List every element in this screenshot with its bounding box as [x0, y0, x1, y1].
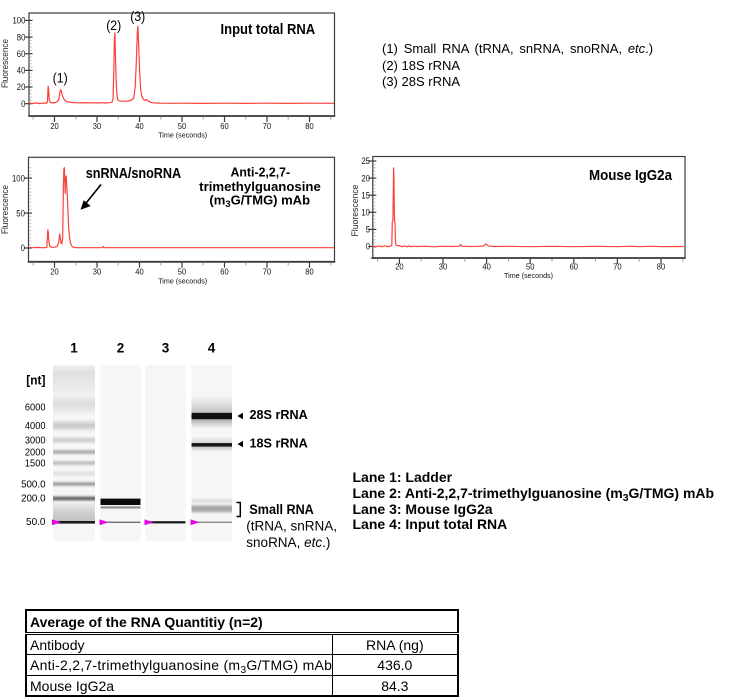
svg-text:28S rRNA: 28S rRNA [250, 407, 309, 422]
svg-text:80: 80 [657, 262, 666, 272]
svg-text:3000: 3000 [25, 435, 46, 447]
svg-text:40: 40 [135, 121, 144, 131]
svg-text:1: 1 [70, 340, 78, 355]
svg-text:[nt]: [nt] [26, 373, 45, 388]
svg-text:20: 20 [50, 121, 59, 131]
svg-text:2000: 2000 [25, 447, 46, 459]
svg-text:50: 50 [178, 121, 187, 131]
svg-text:5: 5 [366, 225, 370, 235]
svg-text:50: 50 [16, 208, 25, 218]
svg-text:snoRNA, etc.): snoRNA, etc.) [246, 535, 330, 550]
svg-text:0: 0 [366, 242, 370, 252]
svg-text:Time (seconds): Time (seconds) [158, 276, 207, 285]
svg-text:Time (seconds): Time (seconds) [158, 130, 207, 139]
svg-text:30: 30 [93, 267, 102, 277]
svg-text:Anti-2,2,7-: Anti-2,2,7- [231, 165, 291, 180]
svg-text:20: 20 [395, 262, 404, 272]
svg-text:80: 80 [17, 32, 26, 42]
svg-text:100: 100 [13, 16, 26, 26]
svg-text:70: 70 [263, 121, 272, 131]
svg-text:50: 50 [178, 267, 187, 277]
svg-text:18S rRNA: 18S rRNA [250, 436, 309, 451]
svg-text:70: 70 [613, 262, 622, 272]
svg-text:6000: 6000 [25, 402, 46, 414]
svg-text:(1): (1) [53, 70, 68, 85]
svg-text:2: 2 [117, 340, 125, 355]
svg-text:Time (seconds): Time (seconds) [504, 271, 553, 280]
svg-text:trimethylguanosine: trimethylguanosine [199, 179, 321, 194]
svg-text:500.0: 500.0 [21, 479, 46, 491]
svg-text:60: 60 [220, 267, 229, 277]
svg-text:10: 10 [361, 208, 370, 218]
svg-text:Fluorescence: Fluorescence [0, 39, 11, 88]
svg-text:40: 40 [482, 262, 491, 272]
svg-text:Fluorescence: Fluorescence [0, 185, 11, 234]
svg-text:60: 60 [220, 121, 229, 131]
svg-text:Small RNA: Small RNA [249, 502, 314, 517]
svg-text:80: 80 [305, 267, 314, 277]
svg-text:30: 30 [439, 262, 448, 272]
svg-text:20: 20 [17, 82, 26, 92]
svg-text:25: 25 [361, 156, 370, 166]
svg-text:(m3G/TMG) mAb: (m3G/TMG) mAb [209, 193, 310, 211]
svg-text:0: 0 [21, 99, 25, 109]
svg-text:40: 40 [135, 267, 144, 277]
svg-text:Input total RNA: Input total RNA [221, 21, 316, 38]
svg-text:(2): (2) [106, 18, 121, 33]
svg-text:50.0: 50.0 [26, 516, 46, 528]
svg-text:4: 4 [208, 340, 216, 355]
svg-text:4000: 4000 [25, 420, 46, 432]
svg-text:40: 40 [17, 66, 26, 76]
svg-text:20: 20 [361, 173, 370, 183]
svg-text:15: 15 [361, 190, 370, 200]
svg-text:100: 100 [12, 173, 25, 183]
svg-text:3: 3 [162, 340, 170, 355]
svg-text:80: 80 [305, 121, 314, 131]
svg-text:30: 30 [93, 121, 102, 131]
svg-text:20: 20 [50, 267, 59, 277]
svg-text:Mouse IgG2a: Mouse IgG2a [589, 167, 673, 184]
svg-text:0: 0 [21, 243, 25, 253]
svg-text:60: 60 [17, 49, 26, 59]
svg-text:60: 60 [570, 262, 579, 272]
svg-text:1500: 1500 [25, 458, 46, 470]
svg-text:50: 50 [526, 262, 535, 272]
svg-text:snRNA/snoRNA: snRNA/snoRNA [86, 165, 182, 182]
svg-text:(3): (3) [130, 9, 145, 24]
svg-text:(tRNA, snRNA,: (tRNA, snRNA, [246, 518, 337, 533]
svg-text:70: 70 [263, 267, 272, 277]
svg-text:200.0: 200.0 [21, 493, 46, 505]
svg-text:Fluorescence: Fluorescence [350, 185, 361, 237]
